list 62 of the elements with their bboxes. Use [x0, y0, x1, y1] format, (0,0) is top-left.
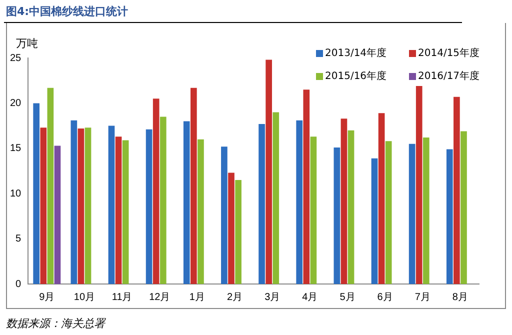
source-note: 数据来源：海关总署	[6, 316, 105, 331]
bar	[460, 131, 467, 284]
x-tick-label: 9月	[39, 292, 55, 303]
bar	[54, 146, 61, 284]
bar	[385, 141, 392, 284]
bar	[40, 128, 47, 284]
x-tick-label: 4月	[302, 292, 318, 303]
bar	[416, 86, 422, 284]
bar	[378, 113, 385, 284]
bar	[371, 158, 378, 284]
bar	[152, 98, 160, 284]
bar	[160, 116, 166, 284]
bar	[266, 60, 272, 284]
x-tick-label: 2月	[226, 292, 243, 303]
x-tick-label: 6月	[377, 292, 393, 303]
bar	[183, 121, 190, 284]
bar	[122, 140, 129, 284]
x-tick-label: 12月	[149, 292, 170, 303]
bar	[115, 136, 122, 284]
bar	[47, 88, 54, 284]
legend-label: 2015/16年度	[325, 70, 387, 83]
x-tick-label: 7月	[414, 292, 430, 303]
bar	[422, 138, 430, 284]
y-tick-label: 20	[10, 98, 22, 109]
y-tick-label: 25	[10, 52, 22, 64]
bar	[310, 136, 317, 284]
x-tick-label: 11月	[112, 292, 132, 303]
bar	[454, 96, 460, 284]
bar	[84, 128, 92, 284]
legend-label: 2013/14年度	[325, 46, 387, 60]
bar	[303, 90, 310, 284]
bar	[348, 130, 354, 284]
bar	[296, 120, 303, 284]
bar	[446, 149, 453, 284]
bar	[228, 172, 234, 284]
y-tick-label: 5	[16, 234, 22, 245]
bar	[190, 88, 197, 284]
x-tick-label: 1月	[189, 292, 205, 303]
legend-label: 2014/15年度	[418, 46, 480, 60]
x-tick-label: 10月	[74, 292, 96, 303]
legend-label: 2016/17年度	[418, 70, 480, 83]
bar	[198, 139, 204, 284]
bar	[334, 147, 340, 284]
bar	[146, 129, 152, 284]
x-tick-label: 5月	[340, 292, 356, 303]
bar	[340, 118, 348, 284]
bar	[258, 124, 265, 284]
bar	[272, 112, 280, 284]
bar	[78, 128, 84, 284]
y-tick-label: 0	[16, 278, 22, 290]
bar	[221, 146, 228, 284]
bar	[70, 120, 78, 284]
bar	[108, 126, 115, 284]
y-tick-label: 15	[10, 143, 22, 154]
y-axis-title: 万吨	[16, 36, 38, 51]
bar	[408, 144, 416, 284]
x-tick-label: 8月	[452, 292, 468, 303]
chart-title: 图4:中国棉纱线进口统计	[6, 4, 128, 19]
x-tick-label: 3月	[264, 292, 280, 303]
y-tick-label: 10	[10, 188, 22, 200]
bar	[235, 180, 242, 284]
bar	[33, 103, 40, 284]
